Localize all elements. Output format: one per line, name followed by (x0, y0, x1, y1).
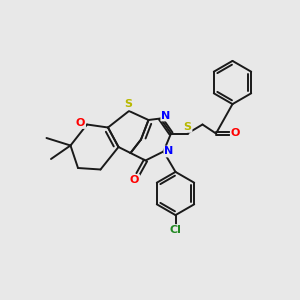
Text: Cl: Cl (169, 225, 181, 235)
Text: O: O (76, 118, 85, 128)
Text: S: S (184, 122, 191, 132)
Text: N: N (164, 146, 173, 157)
Text: N: N (161, 110, 170, 121)
Text: O: O (130, 175, 139, 185)
Text: S: S (124, 99, 132, 110)
Text: O: O (231, 128, 240, 139)
